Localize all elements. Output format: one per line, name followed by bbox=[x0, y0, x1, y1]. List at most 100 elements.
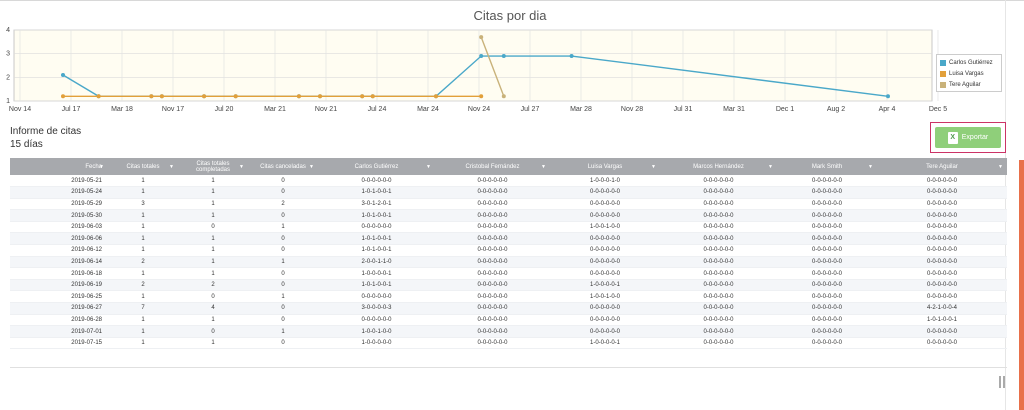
x-tick-label: Nov 28 bbox=[621, 106, 643, 113]
column-header[interactable]: Carlos Gutiérrez ▼ bbox=[318, 158, 435, 175]
table-cell: 0-0-0-0-0-0 bbox=[550, 232, 660, 246]
chart-legend: Carlos Gutiérrez Luisa Vargas Tere Aguilar bbox=[936, 54, 1002, 92]
series-point bbox=[360, 94, 365, 99]
series-point bbox=[479, 54, 484, 59]
table-cell: 0-0-0-0-0-0 bbox=[435, 337, 550, 350]
table-cell: 0-0-0-0-0-0 bbox=[550, 267, 660, 280]
sort-icon[interactable]: ▼ bbox=[169, 164, 174, 170]
table-cell: 1-0-0-1-0-0 bbox=[318, 325, 435, 338]
table-cell: 3-0-1-2-0-1 bbox=[318, 198, 435, 211]
legend-item[interactable]: Luisa Vargas bbox=[940, 68, 998, 79]
table-cell: 1-0-1-0-0-1 bbox=[877, 314, 1007, 327]
table-cell: 0-0-0-0-0-0 bbox=[660, 302, 777, 315]
table-cell: 0-0-0-0-0-0 bbox=[550, 302, 660, 315]
table-cell: 2 bbox=[178, 279, 248, 292]
column-header[interactable]: Marcos Hernández ▼ bbox=[660, 158, 777, 175]
export-highlight: X Exportar bbox=[930, 122, 1006, 153]
table-cell: 1 bbox=[178, 232, 248, 246]
table-cell: 0-0-0-0-0-0 bbox=[660, 186, 777, 199]
table-cell: 0 bbox=[248, 175, 318, 188]
date-cell: 2019-06-12 bbox=[10, 244, 108, 257]
sort-icon[interactable]: ▼ bbox=[426, 164, 431, 170]
table-cell: 0-0-0-0-0-0 bbox=[660, 221, 777, 234]
table-row: 2019-07-01 1 0 1 1-0-0-1-0-0 0-0-0-0-0-0 0-0-0… bbox=[10, 325, 1007, 338]
x-axis-labels: Nov 14 Jul 17 Mar 18 Nov 17 Jul 20 Mar 21 Nov … bbox=[9, 106, 947, 113]
series-point bbox=[202, 94, 207, 99]
legend-label: Luisa Vargas bbox=[949, 70, 984, 77]
table-cell: 0-0-0-0-0-0 bbox=[550, 244, 660, 257]
table-cell: 1 bbox=[248, 256, 318, 269]
sort-icon[interactable]: ▼ bbox=[309, 164, 314, 170]
column-header-label: Carlos Gutiérrez bbox=[354, 163, 399, 170]
table-cell: 1 bbox=[108, 244, 178, 257]
date-cell: 2019-06-27 bbox=[10, 302, 108, 315]
x-tick-label: Mar 21 bbox=[264, 106, 286, 113]
table-cell: 0-0-0-0-0-0 bbox=[777, 198, 877, 211]
resize-handle-icon[interactable] bbox=[999, 376, 1005, 388]
table-cell: 2 bbox=[108, 256, 178, 269]
column-header-label: Fecha bbox=[85, 163, 102, 170]
table-cell: 0-0-0-0-0-0 bbox=[660, 256, 777, 269]
sort-icon[interactable]: ▼ bbox=[998, 164, 1003, 170]
table-cell: 1 bbox=[248, 221, 318, 234]
table-cell: 0-0-0-0-0-0 bbox=[435, 256, 550, 269]
table-cell: 0-0-0-0-0-0 bbox=[318, 221, 435, 234]
table-cell: 1 bbox=[108, 337, 178, 350]
table-cell: 1 bbox=[178, 186, 248, 199]
legend-item[interactable]: Carlos Gutiérrez bbox=[940, 57, 998, 68]
column-header-label: Mark Smith bbox=[811, 163, 843, 170]
date-cell: 2019-06-19 bbox=[10, 279, 108, 292]
sort-icon[interactable]: ▼ bbox=[541, 164, 546, 170]
sort-icon[interactable]: ▼ bbox=[99, 164, 104, 170]
column-header[interactable]: Tere Aguilar ▼ bbox=[877, 158, 1007, 175]
column-header[interactable]: Citas totales ▼ bbox=[108, 158, 178, 175]
series-point bbox=[296, 94, 301, 99]
x-tick-label: Mar 18 bbox=[111, 106, 133, 113]
series-point bbox=[61, 94, 65, 99]
table-cell: 0-0-0-0-0-0 bbox=[877, 325, 1007, 338]
column-header-label: Luisa Vargas bbox=[587, 163, 623, 170]
table-cell: 1 bbox=[178, 209, 248, 222]
table-cell: 0-0-0-0-0-0 bbox=[777, 209, 877, 222]
sort-icon[interactable]: ▼ bbox=[651, 164, 656, 170]
scrollbar-accent[interactable] bbox=[1019, 160, 1024, 410]
table-cell: 1-0-0-0-1-0 bbox=[550, 175, 660, 188]
y-tick-label: 1 bbox=[6, 98, 10, 105]
column-header[interactable]: Citas totales completadas ▼ bbox=[178, 158, 248, 175]
table-cell: 0-0-0-0-0-0 bbox=[660, 337, 777, 350]
table-cell: 0-0-0-0-0-0 bbox=[435, 290, 550, 304]
column-header[interactable]: Citas canceladas ▼ bbox=[248, 158, 318, 175]
sort-icon[interactable]: ▼ bbox=[239, 164, 244, 170]
column-header[interactable]: Cristobal Fernández ▼ bbox=[435, 158, 550, 175]
series-point bbox=[96, 94, 101, 99]
sort-icon[interactable]: ▼ bbox=[768, 164, 773, 170]
legend-swatch bbox=[940, 81, 946, 88]
table-cell: 0-0-0-0-0-0 bbox=[777, 267, 877, 280]
series-point bbox=[501, 54, 506, 59]
legend-item[interactable]: Tere Aguilar bbox=[940, 79, 998, 90]
table-cell: 0-0-0-0-0-0 bbox=[877, 198, 1007, 211]
date-cell: 2019-05-30 bbox=[10, 209, 108, 222]
table-cell: 1-0-0-0-0-1 bbox=[318, 267, 435, 280]
x-tick-label: Mar 31 bbox=[723, 106, 745, 113]
sort-icon[interactable]: ▼ bbox=[868, 164, 873, 170]
table-cell: 0-0-0-0-0-0 bbox=[777, 232, 877, 246]
column-header[interactable]: Luisa Vargas ▼ bbox=[550, 158, 660, 175]
column-header[interactable]: Mark Smith ▼ bbox=[777, 158, 877, 175]
date-cell: 2019-06-14 bbox=[10, 256, 108, 269]
table-cell: 0 bbox=[248, 209, 318, 222]
table-cell: 3-0-0-0-0-3 bbox=[318, 302, 435, 315]
table-cell: 0-0-0-0-0-0 bbox=[877, 337, 1007, 350]
date-cell: 2019-07-15 bbox=[10, 337, 108, 350]
table-cell: 1 bbox=[108, 267, 178, 280]
table-cell: 0-0-0-0-0-0 bbox=[435, 244, 550, 257]
export-button[interactable]: X Exportar bbox=[935, 127, 1001, 148]
table-cell: 0-0-0-0-0-0 bbox=[660, 244, 777, 257]
column-header[interactable]: Fecha ▼ bbox=[10, 158, 108, 175]
series-point bbox=[318, 94, 323, 99]
table-cell: 1 bbox=[178, 244, 248, 257]
series-point bbox=[501, 94, 506, 99]
table-cell: 0-0-0-0-0-0 bbox=[777, 221, 877, 234]
date-cell: 2019-05-24 bbox=[10, 186, 108, 199]
table-cell: 1-0-0-0-0-0 bbox=[318, 337, 435, 350]
